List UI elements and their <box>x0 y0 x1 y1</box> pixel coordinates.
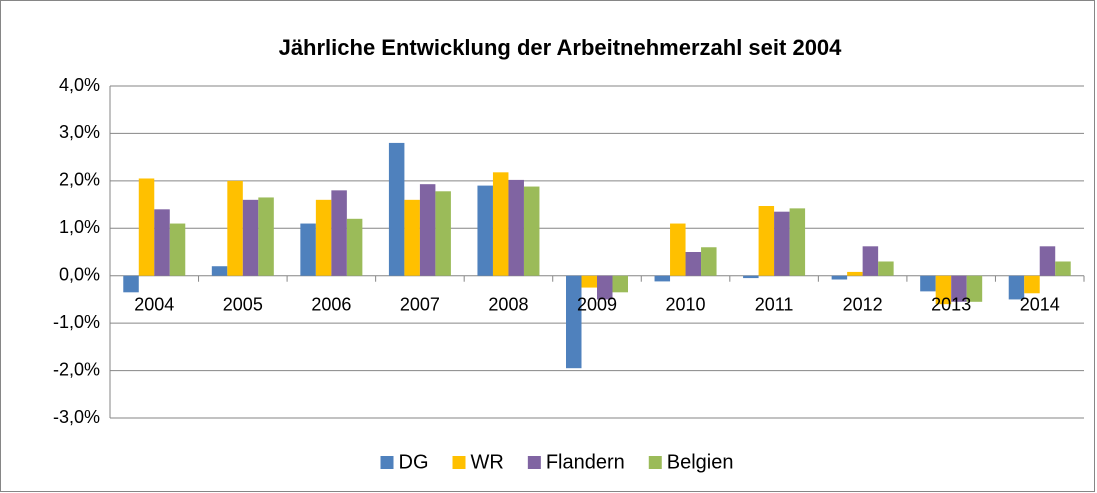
y-tick-label: 3,0% <box>59 122 100 142</box>
bar <box>404 199 420 276</box>
bar <box>508 179 524 276</box>
bar <box>743 275 759 279</box>
x-tick-label: 2010 <box>666 294 706 314</box>
bar <box>935 275 952 305</box>
bar <box>1024 275 1040 294</box>
bar <box>862 246 879 276</box>
y-tick-label: 0,0% <box>59 264 100 284</box>
legend-label: WR <box>471 451 504 473</box>
bar <box>789 208 806 276</box>
bar <box>951 275 967 302</box>
bar <box>388 142 405 276</box>
x-tick-label: 2008 <box>488 294 528 314</box>
y-tick-label: -2,0% <box>53 359 100 379</box>
bar <box>1055 261 1071 276</box>
x-tick-label: 2014 <box>1020 294 1060 314</box>
bar <box>701 247 717 276</box>
bar <box>169 223 186 276</box>
bar <box>831 275 848 280</box>
bar <box>612 275 628 293</box>
x-tick-label: 2013 <box>931 294 971 314</box>
legend-label: Belgien <box>667 451 734 473</box>
bar <box>211 266 228 276</box>
bar <box>685 252 702 276</box>
bar <box>419 184 436 276</box>
x-tick-label: 2006 <box>311 294 351 314</box>
bar <box>331 190 347 276</box>
bar <box>523 186 540 276</box>
bar <box>435 191 451 276</box>
x-tick-label: 2005 <box>223 294 263 314</box>
bar <box>774 211 790 276</box>
legend-label: Flandern <box>546 451 625 473</box>
y-tick-label: 4,0% <box>59 75 100 95</box>
x-tick-label: 2004 <box>134 294 174 314</box>
bar <box>758 205 775 276</box>
bar <box>258 197 274 276</box>
bar <box>597 275 613 300</box>
bar <box>1039 246 1056 276</box>
legend-label: DG <box>399 451 429 473</box>
x-tick-label: 2012 <box>843 294 883 314</box>
bar <box>315 199 332 276</box>
bar <box>346 218 363 276</box>
y-tick-label: 2,0% <box>59 170 100 190</box>
bar <box>847 271 863 276</box>
bar <box>138 178 155 276</box>
x-tick-label: 2007 <box>400 294 440 314</box>
bar <box>242 199 259 276</box>
bar <box>654 275 671 282</box>
bar <box>878 261 894 276</box>
bar <box>154 209 170 276</box>
legend-swatch <box>380 456 394 469</box>
bar <box>477 185 493 276</box>
x-tick-label: 2011 <box>755 294 794 314</box>
bar <box>920 275 936 292</box>
bar <box>1008 275 1025 300</box>
bar <box>670 223 686 276</box>
y-tick-label: -1,0% <box>53 312 100 332</box>
legend-swatch <box>527 456 541 469</box>
y-tick-label: -3,0% <box>53 407 100 427</box>
y-tick-label: 1,0% <box>59 217 100 237</box>
bar <box>492 172 509 276</box>
bar <box>300 223 316 276</box>
x-tick-label: 2009 <box>577 294 617 314</box>
legend-swatch <box>648 456 662 469</box>
bar <box>581 275 597 288</box>
bar <box>227 180 243 276</box>
bar <box>123 275 139 293</box>
bar <box>966 275 983 302</box>
bar <box>566 275 582 369</box>
legend-swatch <box>452 456 466 469</box>
chart-title: Jährliche Entwicklung der Arbeitnehmerza… <box>279 35 843 60</box>
